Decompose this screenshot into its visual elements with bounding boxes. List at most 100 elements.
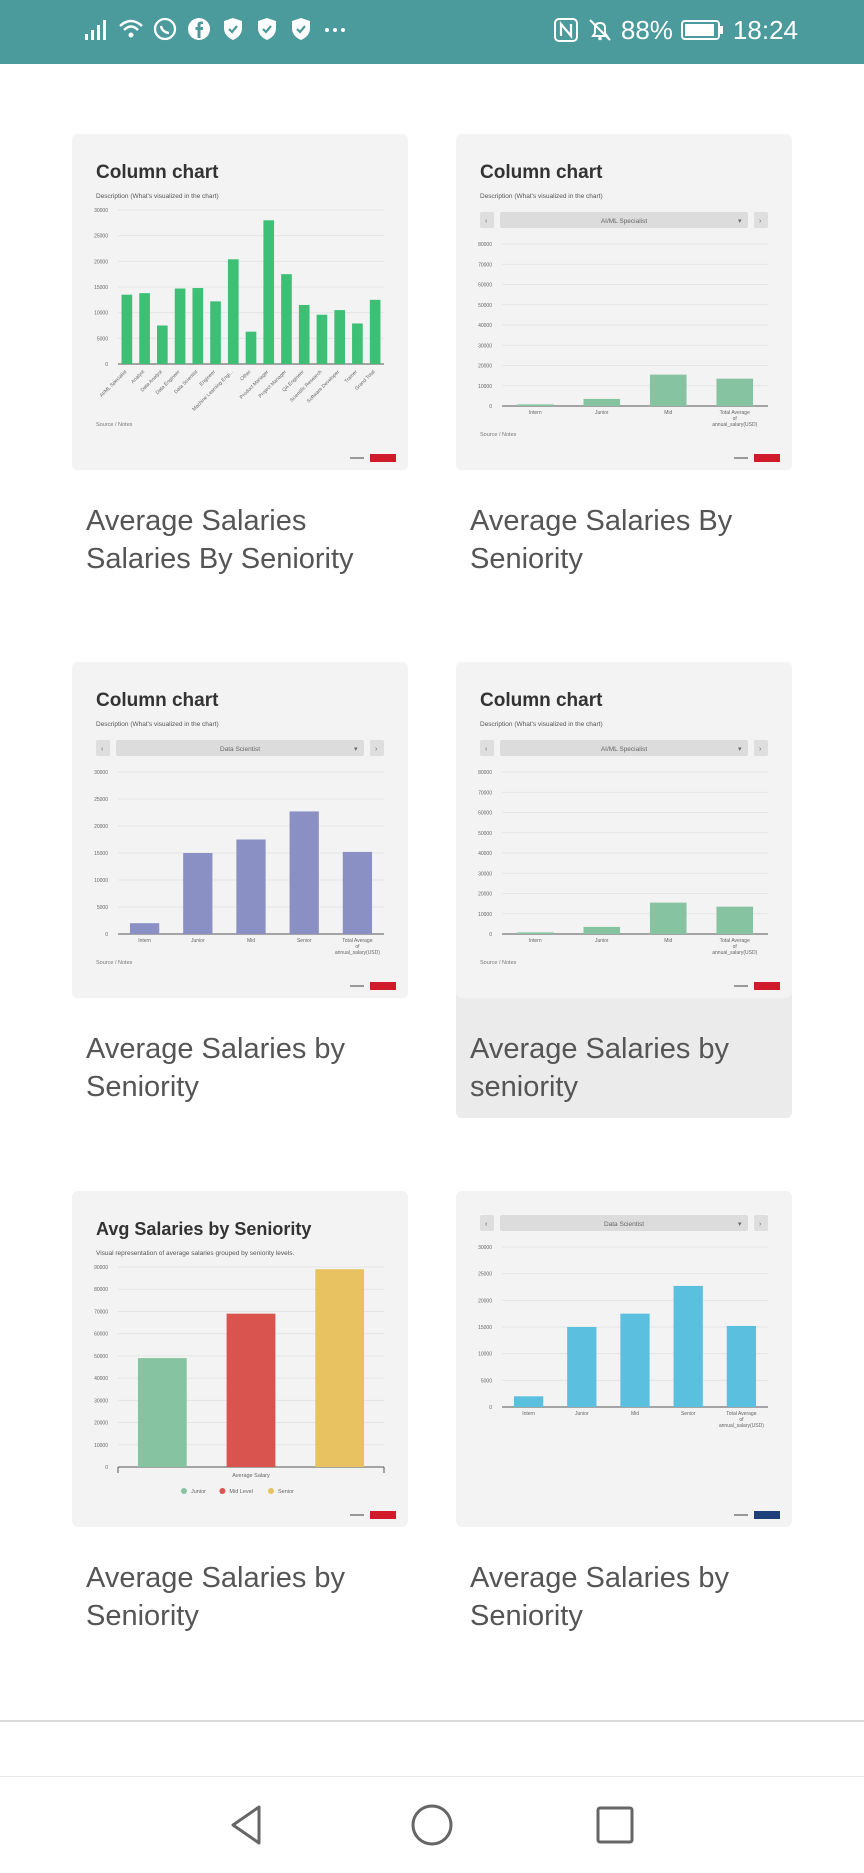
y-tick-label: 40000 [478,851,492,857]
chart-title: Column chart [96,690,219,711]
chart-bar [334,310,345,364]
y-tick-label: 70000 [478,262,492,268]
chevron-left-icon: ‹ [485,1221,488,1228]
chart-card[interactable]: Column chart Description (What's visualiz… [456,662,792,1118]
legend-marker [268,1488,274,1494]
y-tick-label: 20000 [478,364,492,370]
y-tick-label: 15000 [478,1325,492,1331]
chart-svg: Column chart Description (What's visualiz… [94,690,396,990]
y-tick-label: 0 [489,1405,492,1411]
selector-dropdown [500,740,748,756]
y-tick-label: 50000 [478,831,492,837]
chart-bar [583,398,621,406]
chevron-down-icon: ▾ [738,218,742,225]
chart-subtitle: Description (What's visualized in the ch… [480,721,603,728]
y-tick-label: 80000 [478,770,492,776]
chart-bar [342,851,373,934]
y-tick-label: 0 [105,1465,108,1471]
y-tick-label: 40000 [94,1376,108,1382]
y-tick-label: 10000 [478,912,492,918]
chart-bar [352,323,363,364]
y-tick-label: 20000 [94,259,108,265]
legend-label: Senior [278,1489,294,1495]
chart-svg: ‹ Data Scientist ▾ › 0 5000 10000 15000 20000 250… [478,1215,780,1519]
chevron-right-icon: › [759,218,762,225]
y-tick-label: 10000 [94,878,108,884]
chevron-down-icon: ▾ [738,1221,742,1228]
y-tick-label: 70000 [478,790,492,796]
selector-dropdown [116,740,364,756]
y-tick-label: 30000 [478,1245,492,1251]
home-icon[interactable] [404,1797,460,1853]
brand-logo [754,454,780,462]
chart-bar [513,1396,544,1407]
chart-bar [369,299,381,364]
chart-svg: Column chart Description (What's visualiz… [478,162,780,462]
chart-title: Column chart [96,162,219,183]
x-tick-label: Intern [522,1411,535,1417]
nfc-icon [553,18,578,42]
chart-bar [210,301,221,364]
chart-bar [567,1327,597,1407]
chart-bar [157,325,168,364]
chart-subtitle: Description (What's visualized in the ch… [96,721,219,728]
chart-footer: Source / Notes [96,422,133,428]
chart-card[interactable]: ‹ Data Scientist ▾ › 0 5000 10000 15000 20000 250… [456,1191,792,1632]
chart-thumbnail: ‹ Data Scientist ▾ › 0 5000 10000 15000 20000 250… [456,1191,792,1527]
signal-icon [85,20,106,40]
x-tick-label: Analyst [130,369,146,385]
card-title: Average Salaries by Seniority [470,1562,730,1632]
x-tick-label: Total Average of annual_salary(USD) [712,938,757,956]
brand-logo [754,1511,780,1519]
chart-title: Column chart [480,690,603,711]
y-tick-label: 25000 [94,797,108,803]
recents-icon[interactable] [587,1797,643,1853]
selector-value: Data Scientist [604,1221,644,1228]
chart-card[interactable]: Column chart Description (What's visualiz… [456,134,792,575]
chart-bar [516,932,554,934]
x-axis-label: Average Salary [232,1473,270,1479]
chart-thumbnail: Avg Salaries by Seniority Visual represen… [72,1191,408,1527]
x-tick-label: Software Developer [306,369,342,405]
y-tick-label: 50000 [94,1354,108,1360]
y-tick-label: 90000 [94,1265,108,1271]
brand-logo [370,982,396,990]
x-tick-label: Intern [138,938,151,944]
x-tick-label: Junior [595,410,609,416]
x-tick-label: Total Average of annual_salary(USD) [719,1411,764,1429]
chart-bar [139,293,150,364]
y-tick-label: 10000 [478,384,492,390]
chart-bar [289,811,319,934]
x-tick-label: Other [239,369,252,382]
x-tick-label: Junior [595,938,609,944]
battery-icon [680,20,723,40]
bell-off-icon [589,19,611,41]
selector-value: AI/ML Specialist [601,218,648,225]
selector-next-button [370,740,384,756]
chart-bar [236,839,266,934]
chart-card[interactable]: Column chart Description (What's visualiz… [72,134,408,575]
brand-logo-text [734,1514,748,1516]
x-tick-label: Senior [681,1411,696,1417]
card-title: Average Salaries by Seniority [86,1562,346,1632]
wifi-icon [119,19,143,38]
back-icon[interactable] [219,1797,275,1853]
y-tick-label: 80000 [478,242,492,248]
x-tick-label: Mid [631,1411,639,1417]
y-tick-label: 60000 [94,1332,108,1338]
chart-bar [192,288,204,364]
selector-prev-button [480,212,494,228]
shield-icon [224,18,242,40]
chart-svg: Avg Salaries by Seniority Visual represen… [94,1219,396,1519]
chart-bar [281,274,292,364]
chart-card[interactable]: Column chart Description (What's visualiz… [72,662,408,1103]
selector-next-button [754,740,768,756]
selector-next-button [754,212,768,228]
y-tick-label: 25000 [478,1272,492,1278]
chart-card[interactable]: Avg Salaries by Seniority Visual represen… [72,1191,408,1632]
chart-subtitle: Visual representation of average salarie… [96,1250,294,1257]
y-tick-label: 25000 [94,234,108,240]
chart-bar [316,314,328,364]
selector-next-button [754,1215,768,1231]
x-tick-label: Mid [664,410,672,416]
